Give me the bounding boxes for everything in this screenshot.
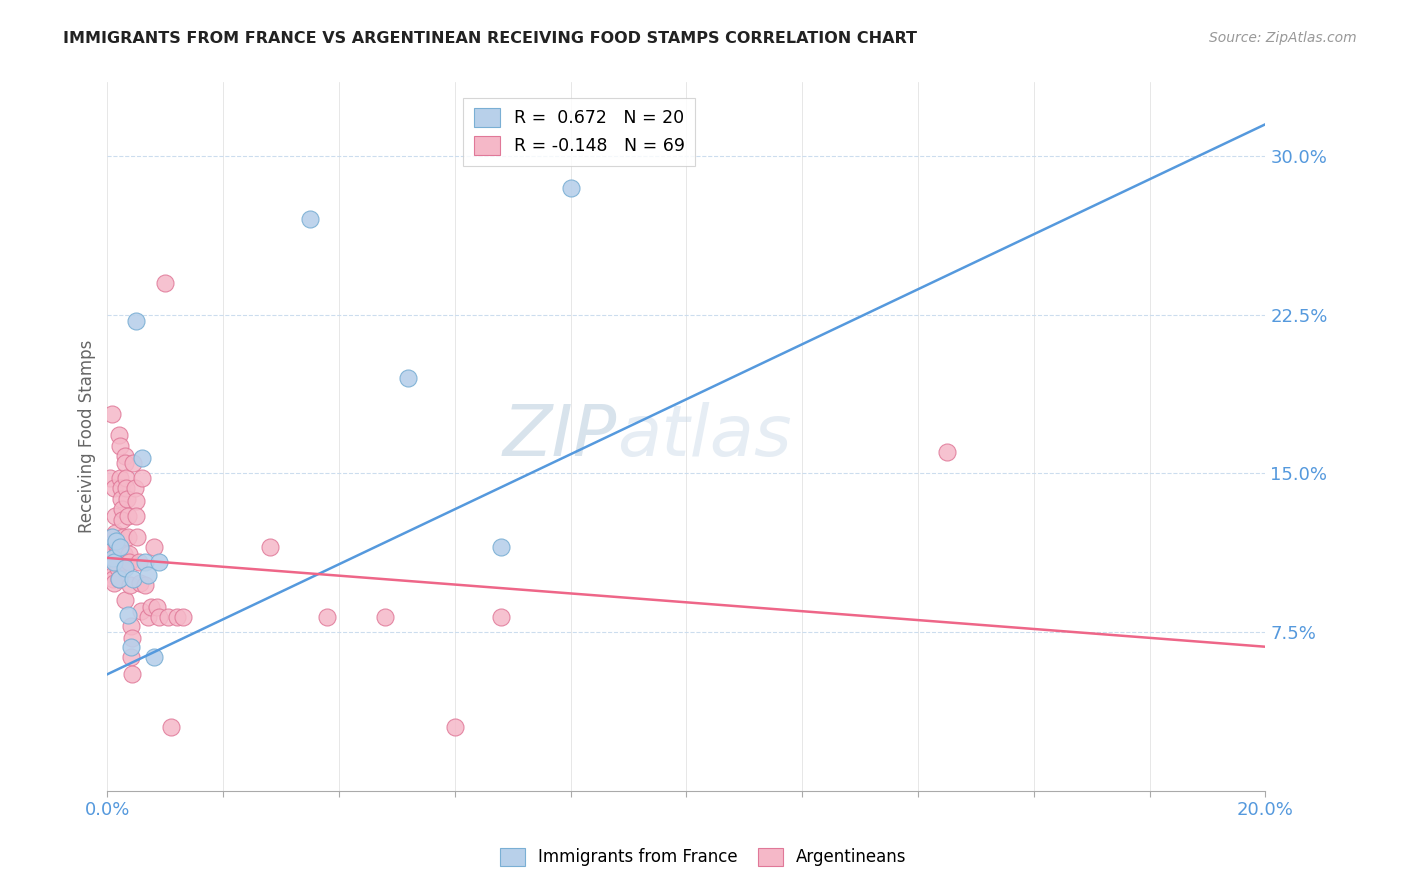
Point [157, 610, 180, 624]
Point [98, 470, 121, 484]
Point [122, 572, 145, 586]
Point [443, 720, 465, 734]
Point [107, 561, 129, 575]
Point [299, 212, 322, 227]
Point [121, 667, 143, 681]
Text: ZIP: ZIP [502, 401, 617, 471]
Point [134, 555, 156, 569]
Point [120, 640, 142, 654]
Point [148, 555, 170, 569]
Text: #ccddf0: #ccddf0 [686, 425, 745, 439]
Point [131, 451, 153, 466]
Text: Source: ZipAtlas.com: Source: ZipAtlas.com [1209, 31, 1357, 45]
Point [121, 632, 143, 646]
Point [134, 578, 156, 592]
Point [104, 508, 127, 523]
Point [105, 547, 128, 561]
Point [101, 572, 124, 586]
Point [108, 470, 131, 484]
Point [316, 610, 339, 624]
Point [101, 550, 124, 565]
Point [145, 599, 167, 614]
Point [114, 450, 136, 464]
Point [128, 576, 150, 591]
Point [114, 456, 136, 470]
Point [104, 525, 127, 540]
Point [128, 555, 150, 569]
Point [120, 618, 142, 632]
Point [101, 567, 124, 582]
Point [100, 530, 122, 544]
Point [111, 513, 134, 527]
Point [101, 555, 124, 569]
Point [112, 547, 135, 561]
Legend: Immigrants from France, Argentineans: Immigrants from France, Argentineans [494, 841, 912, 873]
Point [489, 541, 512, 555]
Point [125, 493, 148, 508]
Point [560, 180, 582, 194]
Point [122, 456, 145, 470]
Point [115, 491, 138, 506]
Point [117, 530, 139, 544]
Point [105, 533, 128, 548]
Point [259, 541, 281, 555]
Point [148, 610, 170, 624]
Point [103, 576, 125, 591]
Point [101, 530, 124, 544]
Point [118, 547, 141, 561]
Point [111, 502, 134, 516]
Point [489, 610, 512, 624]
Point [125, 508, 148, 523]
Text: IMMIGRANTS FROM FRANCE VS ARGENTINEAN RECEIVING FOOD STAMPS CORRELATION CHART: IMMIGRANTS FROM FRANCE VS ARGENTINEAN RE… [63, 31, 917, 46]
Point [936, 445, 959, 459]
Point [142, 541, 165, 555]
Point [100, 541, 122, 555]
Point [160, 720, 183, 734]
Point [139, 599, 162, 614]
Point [136, 567, 159, 582]
Point [117, 607, 139, 622]
Point [108, 428, 131, 442]
Point [166, 610, 188, 624]
Point [136, 610, 159, 624]
Point [110, 481, 132, 495]
Point [110, 491, 132, 506]
Point [114, 593, 136, 607]
Point [374, 610, 396, 624]
Point [131, 470, 153, 484]
Point [101, 407, 124, 421]
Text: atlas: atlas [617, 401, 792, 471]
Point [101, 561, 124, 575]
Point [103, 481, 125, 495]
Point [111, 530, 134, 544]
Point [103, 555, 125, 569]
Point [398, 371, 420, 385]
Point [155, 276, 177, 290]
Point [108, 572, 131, 586]
Point [142, 650, 165, 665]
Point [115, 481, 138, 495]
Point [127, 530, 149, 544]
Point [108, 439, 131, 453]
Point [117, 508, 139, 523]
Y-axis label: Receiving Food Stamps: Receiving Food Stamps [79, 340, 96, 533]
Point [124, 481, 146, 495]
Point [172, 610, 194, 624]
Point [107, 555, 129, 569]
Point [118, 578, 141, 592]
Point [108, 541, 131, 555]
Point [118, 555, 141, 569]
Legend: R =  0.672   N = 20, R = -0.148   N = 69: R = 0.672 N = 20, R = -0.148 N = 69 [464, 97, 695, 166]
Point [105, 533, 128, 548]
Point [114, 561, 136, 575]
Point [125, 314, 148, 328]
Point [112, 555, 135, 569]
Point [108, 572, 131, 586]
Point [129, 604, 152, 618]
Point [115, 470, 138, 484]
Point [120, 650, 142, 665]
Point [105, 541, 128, 555]
